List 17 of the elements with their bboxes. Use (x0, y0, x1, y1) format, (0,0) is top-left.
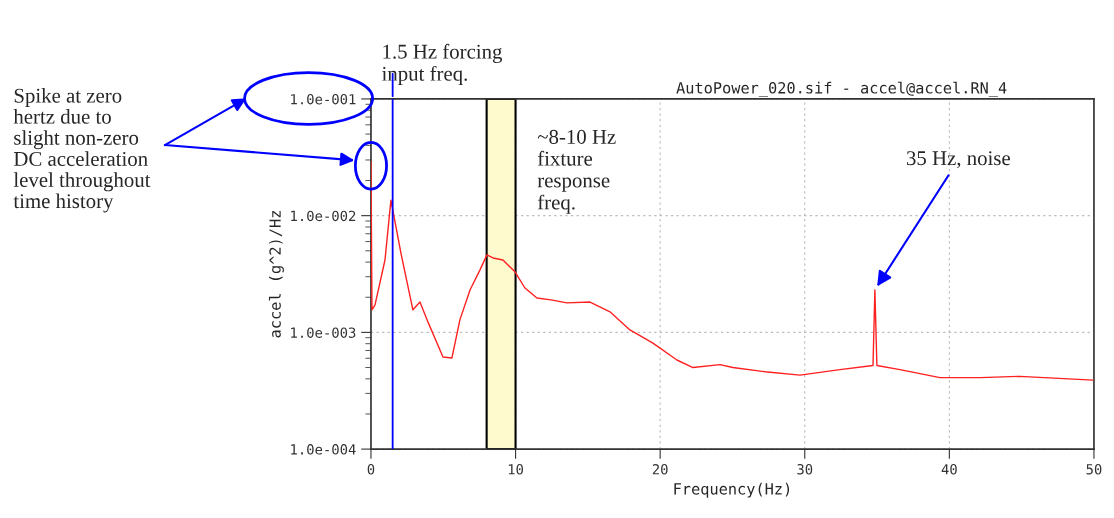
x-tick-label: 10 (508, 464, 524, 475)
y-tick-label: 1.0e-004 (291, 444, 356, 455)
annotation: 35 Hz, noise (906, 151, 1010, 169)
y-tick-label: 1.0e-003 (291, 327, 356, 338)
y-tick-label: 1.0e-002 (291, 210, 356, 222)
x-tick-label: 30 (797, 464, 813, 475)
x-tick-label: 50 (1086, 464, 1102, 475)
y-tick-label: 1.0e-001 (291, 93, 356, 105)
ref-line-label: 1.5 Hz forcing input freq. (381, 43, 503, 86)
y-axis-title: accel (g^2)/Hz (268, 211, 284, 338)
text: Spike at zero hertz due to slight non-zero DC acceleration level throughout time history (13, 88, 151, 213)
x-tick-label: 0 (367, 464, 375, 475)
x-tick-label: 20 (652, 464, 668, 475)
x-tick-label: 40 (941, 464, 957, 475)
band-label: ~8-10 Hz fixture response freq. (537, 129, 616, 214)
chart-title: AutoPower_020.sif - accel@accel.RN_4 (676, 81, 1007, 97)
x-axis-title: Frequency(Hz) (674, 482, 790, 498)
